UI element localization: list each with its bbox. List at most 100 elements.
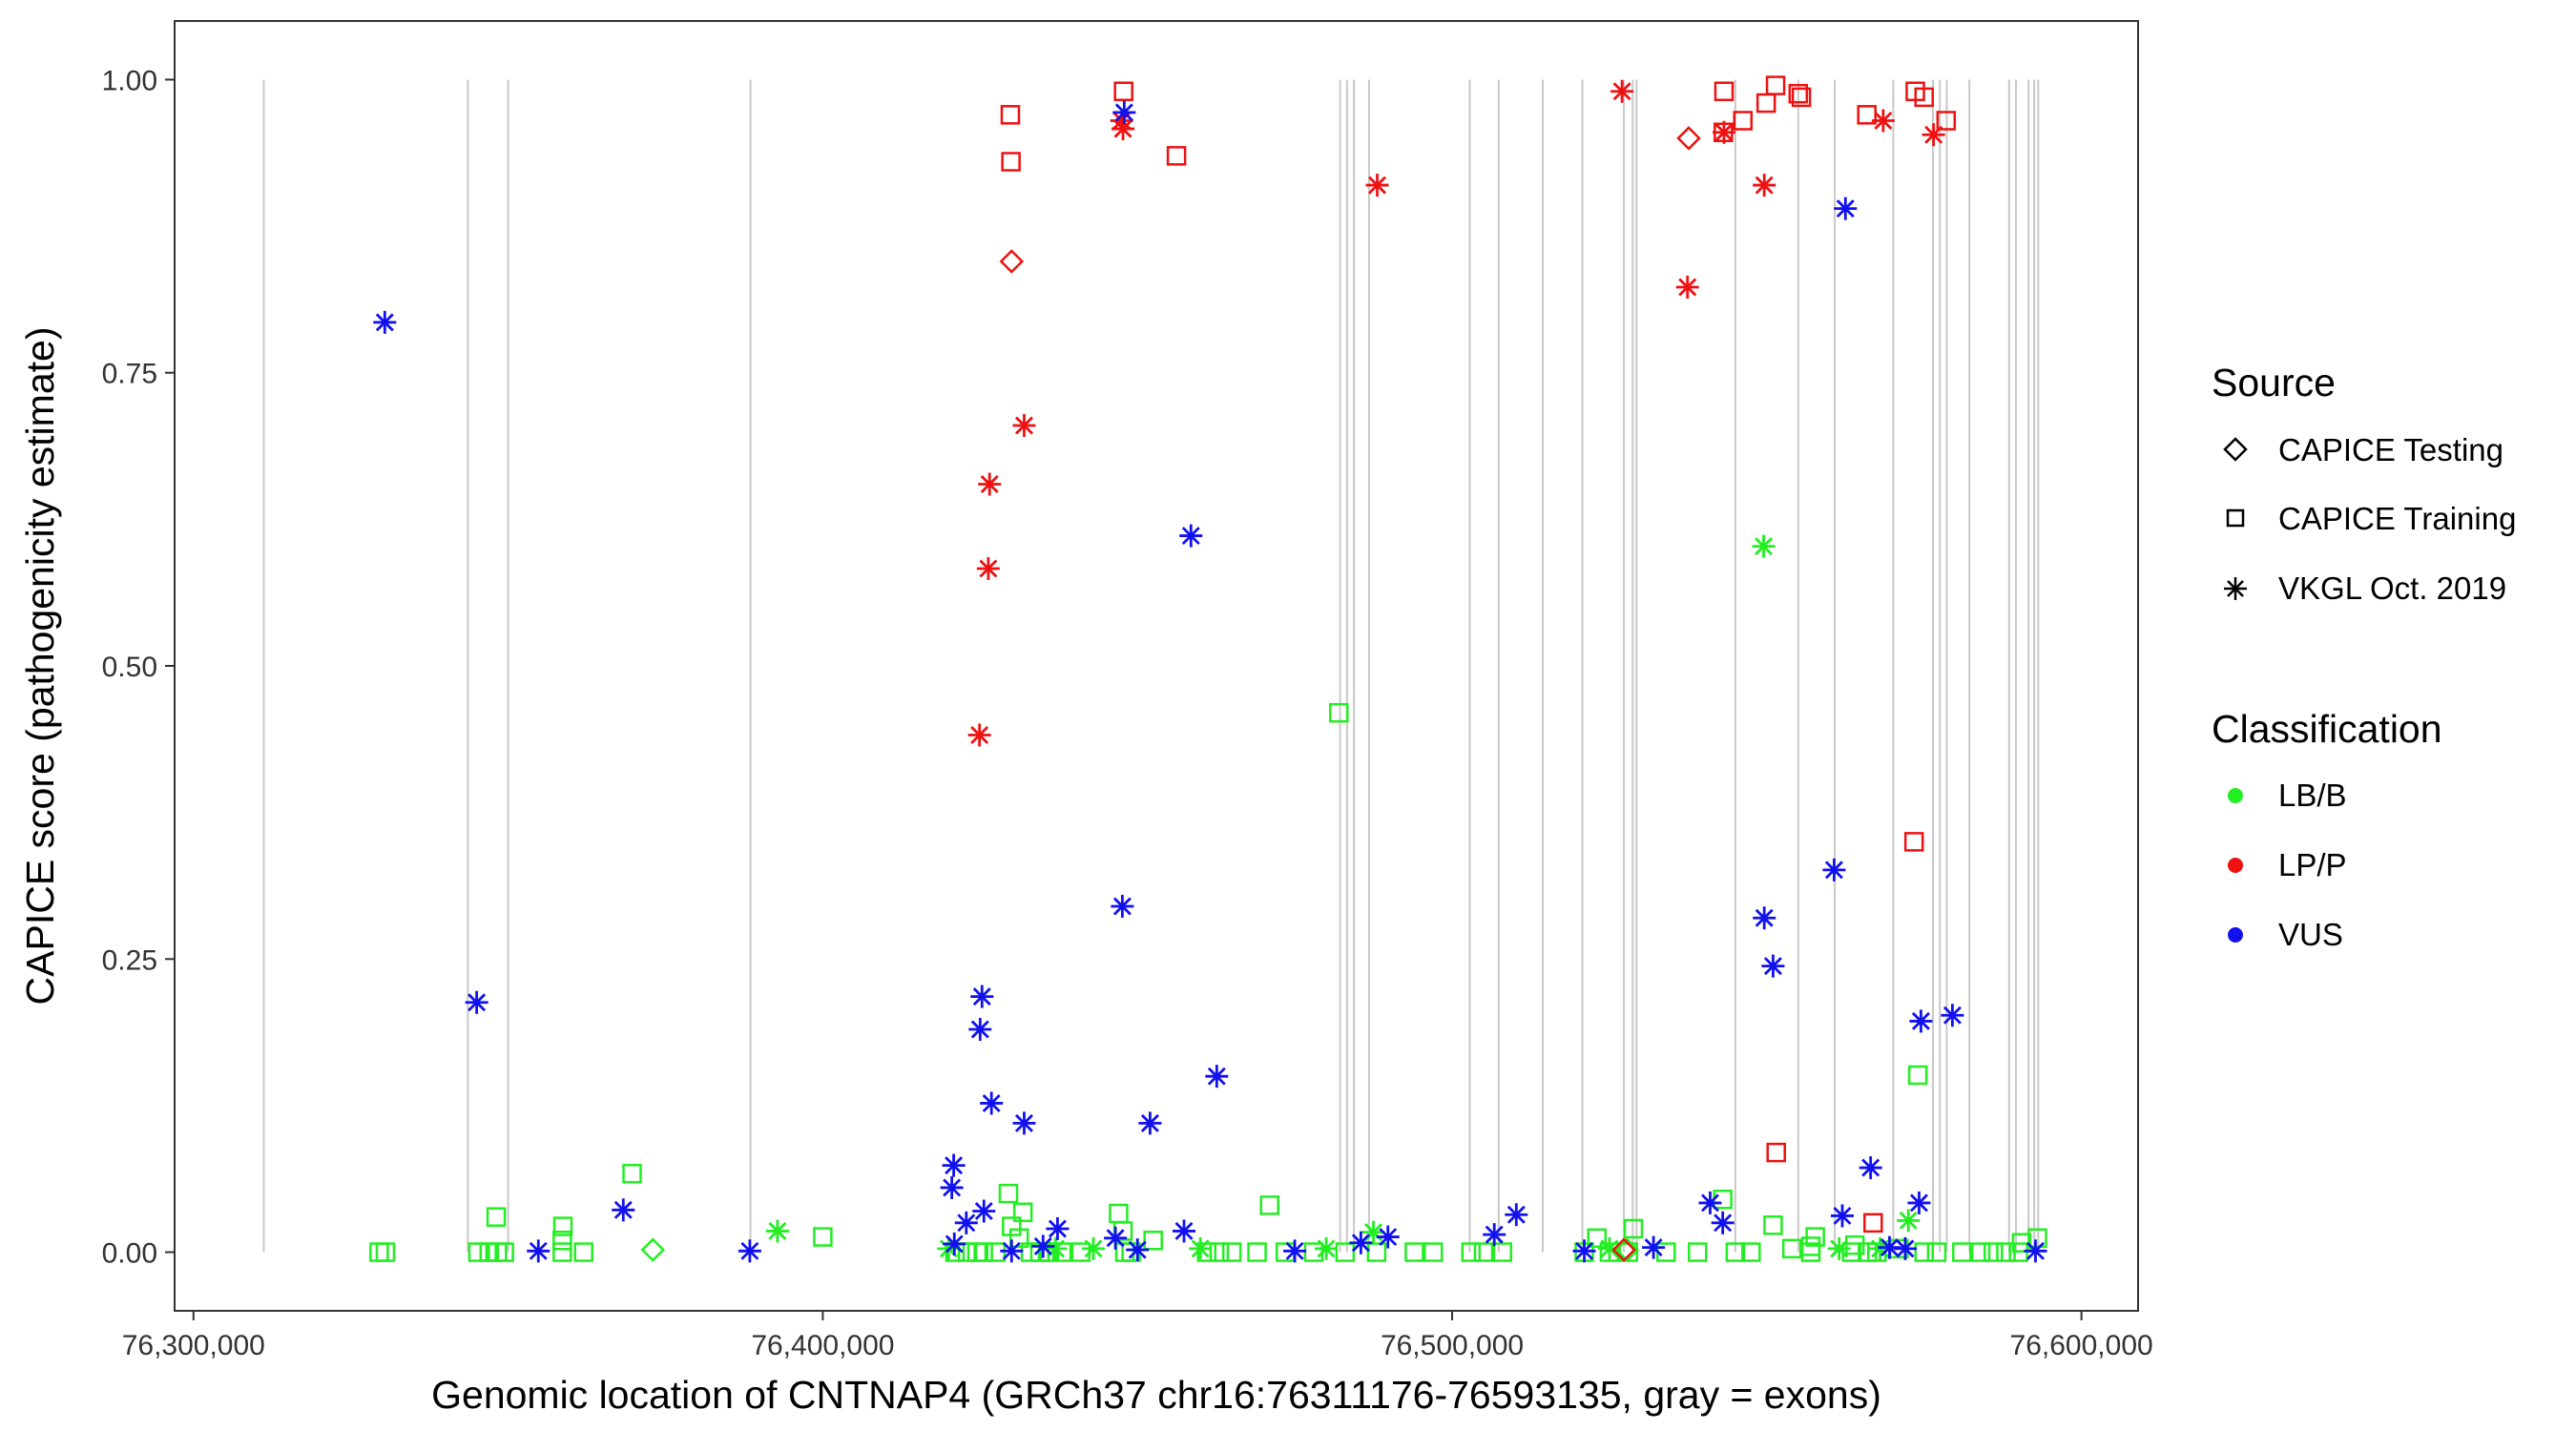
x-axis-title: Genomic location of CNTNAP4 (GRCh37 chr1… bbox=[431, 1373, 1881, 1417]
legend-label-capice-testing: CAPICE Testing bbox=[2278, 432, 2503, 467]
legend-dot-icon bbox=[2228, 927, 2243, 943]
point-diamond-lpp bbox=[1676, 126, 1701, 151]
point-asterisk-vus bbox=[527, 1239, 551, 1263]
point-asterisk-lpp bbox=[967, 723, 991, 747]
point-square-lbb bbox=[1914, 1242, 1934, 1262]
legend-item-capice-testing: CAPICE Testing bbox=[2223, 432, 2503, 467]
legend-title-classification: Classification bbox=[2212, 707, 2442, 751]
legend-dot-icon bbox=[2228, 858, 2243, 873]
point-square-lpp bbox=[1113, 81, 1133, 101]
point-asterisk-vus bbox=[1104, 1226, 1128, 1250]
point-asterisk-lbb bbox=[1044, 1236, 1068, 1260]
point-square-lbb bbox=[1984, 1242, 2004, 1262]
point-asterisk-vus bbox=[1830, 1204, 1854, 1228]
y-axis-title: CAPICE score (pathogenicity estimate) bbox=[18, 327, 62, 1006]
point-asterisk-vus bbox=[942, 1153, 966, 1177]
point-asterisk-vus bbox=[465, 990, 488, 1014]
point-asterisk-lpp bbox=[1610, 79, 1634, 103]
y-tick-label: 0.50 bbox=[102, 652, 157, 683]
point-square-lpp bbox=[1765, 75, 1786, 95]
point-diamond-lpp bbox=[1611, 1237, 1636, 1262]
point-square-lbb bbox=[1008, 1228, 1029, 1249]
point-square-lbb bbox=[1209, 1242, 1230, 1262]
point-asterisk-lbb bbox=[1082, 1236, 1106, 1260]
x-axis: 76,300,000 76,400,000 76,500,000 76,600,000 bbox=[122, 1311, 2153, 1361]
point-square-lbb bbox=[1763, 1215, 1783, 1235]
point-asterisk-vus bbox=[1834, 197, 1858, 220]
point-square-lbb bbox=[1623, 1218, 1644, 1239]
legend-label-lb-b: LB/B bbox=[2278, 778, 2347, 813]
point-asterisk-vus bbox=[1822, 858, 1846, 881]
point-square-lbb bbox=[1587, 1228, 1607, 1249]
point-asterisk-vus bbox=[1642, 1235, 1666, 1259]
legend-label-vkgl: VKGL Oct. 2019 bbox=[2278, 570, 2506, 606]
point-square-lbb bbox=[622, 1163, 642, 1184]
point-asterisk-lpp bbox=[1871, 109, 1895, 133]
point-square-lbb bbox=[375, 1242, 396, 1262]
point-square-lbb bbox=[973, 1242, 993, 1262]
legend-label-vus: VUS bbox=[2278, 917, 2343, 952]
point-asterisk-vus bbox=[1111, 894, 1134, 918]
point-square-lpp bbox=[1903, 832, 1924, 852]
point-asterisk-vus bbox=[954, 1211, 978, 1234]
point-square-lpp bbox=[1733, 111, 1754, 131]
point-asterisk-lbb bbox=[765, 1219, 789, 1243]
point-asterisk-lbb bbox=[1752, 534, 1776, 558]
point-square-lbb bbox=[1329, 702, 1349, 723]
point-asterisk-lbb bbox=[1897, 1209, 1921, 1233]
point-asterisk-lpp bbox=[1675, 276, 1699, 300]
point-square-lbb bbox=[1844, 1234, 1865, 1255]
legend: Source CAPICE Testing CAPICE Training VK… bbox=[2212, 361, 2516, 952]
x-tick-label: 76,300,000 bbox=[122, 1330, 265, 1361]
point-asterisk-lpp bbox=[1712, 120, 1735, 144]
point-asterisk-vus bbox=[1483, 1223, 1506, 1247]
point-asterisk-vus bbox=[1138, 1111, 1162, 1135]
legend-label-lp-p: LP/P bbox=[2278, 847, 2347, 882]
point-asterisk-lpp bbox=[1012, 414, 1036, 438]
point-asterisk-vus bbox=[1859, 1156, 1882, 1180]
plot-panel bbox=[175, 21, 2138, 1311]
point-asterisk-lpp bbox=[1922, 123, 1945, 147]
point-asterisk-vus bbox=[1893, 1236, 1917, 1260]
legend-label-capice-training: CAPICE Training bbox=[2278, 501, 2516, 536]
point-square-lbb bbox=[1907, 1065, 1928, 1086]
point-asterisk-vus bbox=[1698, 1191, 1722, 1214]
point-square-lbb bbox=[467, 1242, 488, 1262]
point-asterisk-vus bbox=[1283, 1239, 1307, 1263]
point-diamond-lbb bbox=[1614, 1237, 1640, 1262]
point-square-lbb bbox=[1492, 1242, 1513, 1262]
point-square-lbb bbox=[1800, 1236, 1821, 1256]
point-square-lpp bbox=[1166, 146, 1187, 166]
legend-item-vus: VUS bbox=[2228, 917, 2343, 952]
point-square-lbb bbox=[1952, 1242, 1972, 1262]
point-asterisk-vus bbox=[1046, 1216, 1070, 1240]
point-asterisk-vus bbox=[1376, 1225, 1400, 1249]
legend-item-lb-b: LB/B bbox=[2228, 778, 2347, 813]
point-square-lbb bbox=[1781, 1238, 1802, 1259]
point-square-lbb bbox=[552, 1216, 573, 1236]
data-points bbox=[369, 75, 2047, 1263]
point-asterisk-vus bbox=[1012, 1111, 1036, 1135]
point-asterisk-vus bbox=[1126, 1238, 1150, 1262]
point-asterisk-vus bbox=[2024, 1239, 2047, 1263]
point-asterisk-vus bbox=[1572, 1239, 1596, 1263]
point-square-lpp bbox=[1788, 83, 1809, 104]
exon-lines bbox=[262, 79, 2040, 1253]
point-square-lbb bbox=[1423, 1242, 1444, 1262]
point-asterisk-vus bbox=[1349, 1231, 1373, 1255]
point-asterisk-vus bbox=[1031, 1234, 1055, 1258]
point-square-lpp bbox=[1936, 111, 1957, 131]
point-square-lpp bbox=[1905, 81, 1925, 101]
point-square-lbb bbox=[1012, 1202, 1033, 1223]
point-square-lbb bbox=[1143, 1231, 1163, 1251]
point-asterisk-lbb bbox=[1827, 1236, 1851, 1260]
point-square-lbb bbox=[1741, 1242, 1761, 1262]
legend-title-source: Source bbox=[2212, 361, 2336, 404]
point-asterisk-vus bbox=[1941, 1004, 1964, 1027]
legend-item-lp-p: LP/P bbox=[2228, 847, 2347, 882]
point-square-lbb bbox=[1259, 1195, 1279, 1215]
point-square-lbb bbox=[552, 1231, 572, 1251]
point-asterisk-vus bbox=[1753, 906, 1776, 930]
point-asterisk-lpp bbox=[1365, 174, 1389, 197]
point-square-lbb bbox=[573, 1242, 593, 1262]
